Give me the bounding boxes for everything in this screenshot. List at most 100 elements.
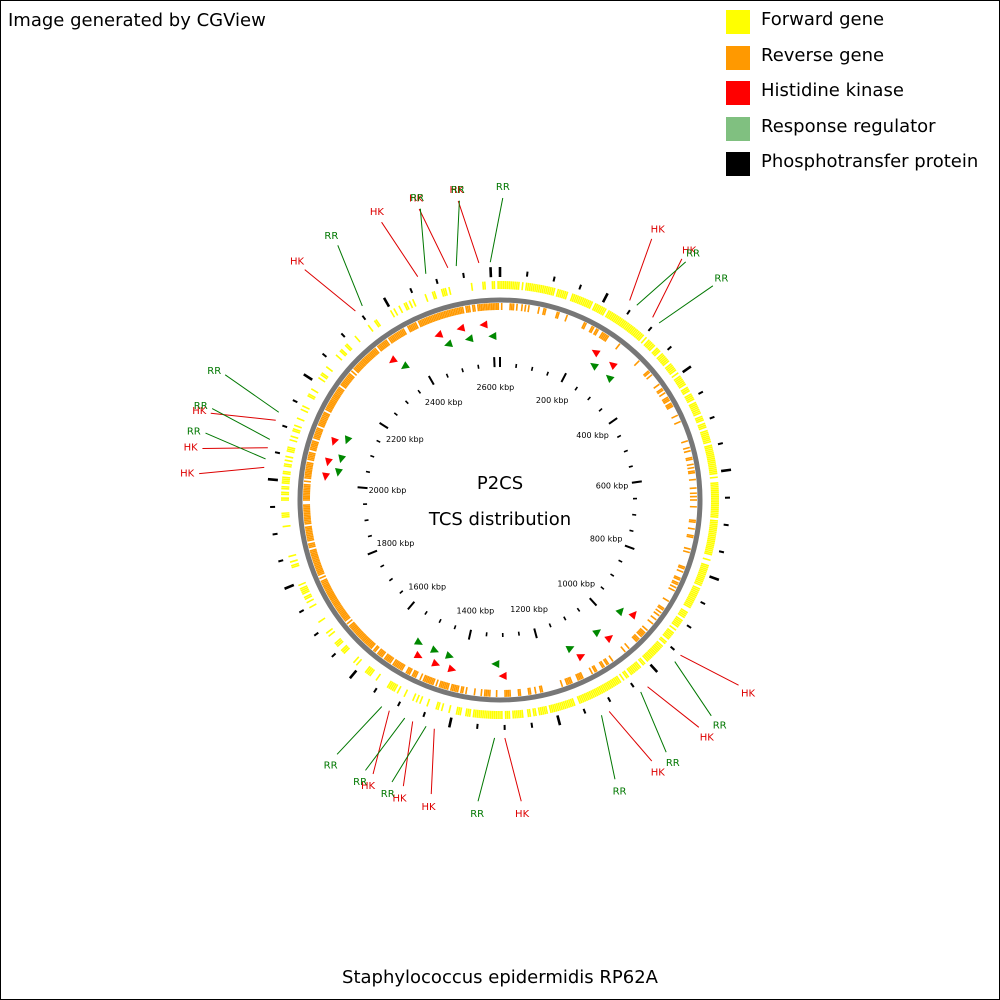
forward-gene-stripe <box>696 418 705 424</box>
reverse-gene-stripe <box>392 658 398 666</box>
reverse-gene-stripe <box>313 561 321 565</box>
reverse-gene-stripe <box>324 585 332 591</box>
callout-line <box>337 245 363 307</box>
response-regulator-marker <box>444 651 454 659</box>
reverse-gene-stripe <box>430 315 435 323</box>
forward-gene-stripe <box>691 408 700 414</box>
forward-gene-stripe <box>668 367 676 374</box>
histidine-kinase-marker <box>431 658 441 667</box>
forward-gene-stripe <box>698 424 707 429</box>
reverse-gene-stripe <box>383 653 389 660</box>
forward-gene-stripe <box>480 710 483 719</box>
forward-gene-stripe <box>663 632 671 639</box>
reverse-gene-stripe <box>444 310 449 318</box>
forward-gene-stripe <box>706 541 715 545</box>
forward-gene-stripe <box>369 669 376 677</box>
forward-gene-stripe <box>292 427 301 433</box>
forward-gene-stripe <box>637 658 645 666</box>
reverse-gene-stripe <box>537 306 541 314</box>
forward-gene-stripe <box>702 437 711 441</box>
reverse-gene-stripe <box>459 686 463 694</box>
reverse-gene-stripe <box>685 456 693 460</box>
forward-gene-stripe <box>609 679 616 688</box>
inner-tick <box>453 625 457 630</box>
reverse-gene-stripe <box>598 331 604 339</box>
reverse-gene-stripe <box>598 661 604 669</box>
reverse-gene-stripe <box>338 386 345 392</box>
forward-gene-stripe <box>534 283 537 293</box>
reverse-gene-stripe <box>329 595 337 601</box>
forward-gene-stripe <box>455 706 459 715</box>
outer-tick <box>709 415 715 420</box>
forward-gene-stripe <box>702 557 711 562</box>
forward-gene-stripe <box>283 463 293 466</box>
reverse-gene-stripe <box>655 608 662 614</box>
reverse-gene-track <box>303 303 697 697</box>
reverse-gene-stripe <box>319 420 327 425</box>
reverse-gene-stripe <box>541 307 546 316</box>
forward-gene-stripe <box>373 320 380 328</box>
forward-gene-stripe <box>708 464 717 468</box>
reverse-gene-stripe <box>591 665 597 673</box>
forward-gene-stripe <box>470 282 474 291</box>
reverse-gene-stripe <box>604 335 610 343</box>
forward-gene-stripe <box>653 643 661 650</box>
reverse-gene-stripe <box>340 383 347 389</box>
forward-gene-stripe <box>627 325 634 334</box>
forward-gene-stripe <box>709 519 719 522</box>
forward-gene-stripe <box>710 515 719 518</box>
reverse-gene-stripe <box>320 578 328 583</box>
reverse-gene-stripe <box>653 611 660 617</box>
forward-gene-stripe <box>352 656 360 664</box>
forward-gene-stripe <box>303 593 312 599</box>
reverse-gene-stripe <box>323 584 331 589</box>
reverse-gene-stripe <box>427 676 432 684</box>
reverse-gene-stripe <box>382 341 388 348</box>
reverse-gene-stripe <box>661 396 669 402</box>
reverse-gene-stripe <box>576 673 581 681</box>
reverse-gene-stripe <box>306 533 314 537</box>
reverse-gene-stripe <box>307 454 316 459</box>
callout-line <box>455 200 460 267</box>
forward-gene-stripe <box>571 293 576 302</box>
forward-gene-stripe <box>308 393 316 399</box>
forward-gene-stripe <box>705 546 714 551</box>
kbp-label: 1600 kbp <box>408 582 446 591</box>
reverse-gene-stripe <box>473 304 476 312</box>
forward-gene-stripe <box>343 647 351 655</box>
reverse-gene-stripe <box>331 396 339 402</box>
reverse-gene-stripe <box>335 390 343 396</box>
forward-gene-stripe <box>693 411 702 417</box>
forward-gene-stripe <box>581 693 587 702</box>
forward-gene-stripe <box>607 311 614 320</box>
reverse-gene-stripe <box>307 538 315 542</box>
reverse-gene-stripe <box>354 627 361 634</box>
reverse-gene-stripe <box>393 333 399 341</box>
forward-gene-stripe <box>388 681 394 690</box>
forward-gene-stripe <box>709 521 718 524</box>
callout-line <box>211 408 271 440</box>
forward-gene-stripe <box>328 630 336 637</box>
forward-gene-stripe <box>656 352 664 360</box>
hk-label: HK <box>651 224 666 235</box>
forward-gene-stripe <box>321 372 329 379</box>
reverse-gene-stripe <box>588 667 594 675</box>
callout-line <box>680 654 739 686</box>
outer-tick <box>723 523 729 527</box>
hk-label: HK <box>184 442 199 453</box>
reverse-gene-stripe <box>304 520 312 524</box>
forward-gene-stripe <box>281 478 291 481</box>
reverse-gene-stripe <box>326 589 334 595</box>
response-regulator-marker <box>338 454 347 464</box>
reverse-gene-stripe <box>353 626 360 633</box>
callout-line <box>477 737 496 802</box>
reverse-gene-stripe <box>631 636 638 643</box>
reverse-gene-stripe <box>355 365 362 372</box>
reverse-gene-stripe <box>414 671 419 679</box>
forward-gene-stripe <box>391 683 397 692</box>
forward-gene-stripe <box>704 448 714 452</box>
reverse-gene-stripe <box>303 515 311 518</box>
rr-label: RR <box>713 720 727 731</box>
reverse-gene-stripe <box>305 530 313 534</box>
reverse-gene-stripe <box>639 627 646 634</box>
